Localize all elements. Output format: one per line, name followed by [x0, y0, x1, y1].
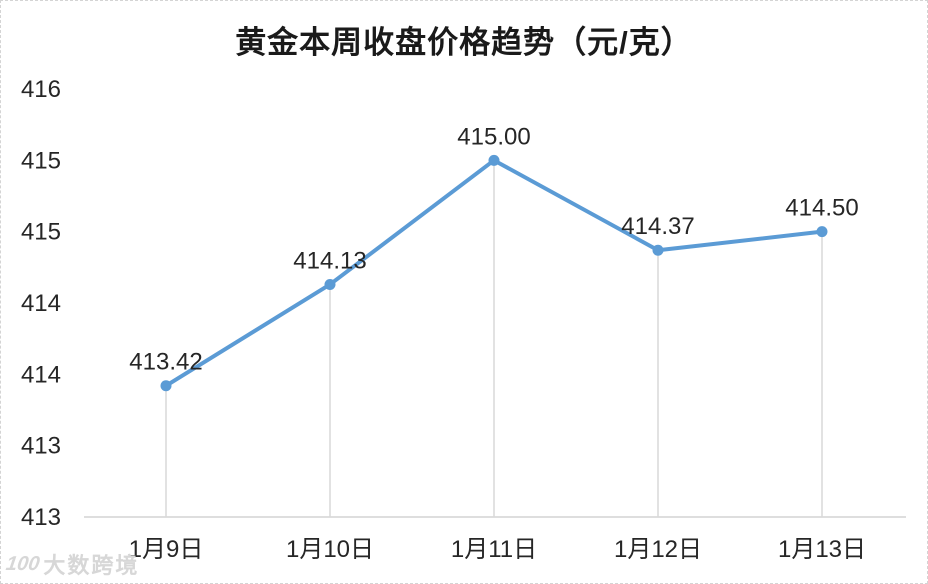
data-point-marker	[160, 380, 172, 392]
data-point-marker	[488, 154, 500, 166]
data-point-label: 415.00	[457, 123, 530, 150]
watermark: 100 大数跨境	[4, 548, 140, 580]
y-tick-label: 413	[21, 433, 61, 460]
data-point-label: 414.37	[621, 213, 694, 240]
y-tick-label: 416	[21, 76, 61, 103]
data-point-marker	[324, 278, 336, 290]
x-tick-label: 1月9日	[129, 536, 204, 563]
y-tick-label: 413	[21, 504, 61, 531]
y-tick-label: 414	[21, 290, 61, 317]
data-point-label: 414.13	[293, 247, 366, 274]
chart-title: 黄金本周收盘价格趋势（元/克）	[235, 25, 693, 60]
y-tick-label: 414	[21, 361, 61, 388]
y-tick-label: 415	[21, 219, 61, 246]
watermark-logo-icon: 100	[4, 552, 41, 575]
x-tick-label: 1月12日	[614, 536, 702, 563]
data-point-marker	[652, 244, 664, 256]
x-tick-label: 1月11日	[451, 536, 537, 563]
data-point-label: 413.42	[129, 349, 202, 376]
data-point-marker	[816, 226, 828, 238]
x-tick-label: 1月13日	[778, 536, 866, 563]
y-tick-label: 415	[21, 147, 61, 174]
x-tick-label: 1月10日	[286, 536, 374, 563]
data-point-label: 414.50	[785, 195, 858, 222]
watermark-text: 大数跨境	[43, 553, 140, 578]
